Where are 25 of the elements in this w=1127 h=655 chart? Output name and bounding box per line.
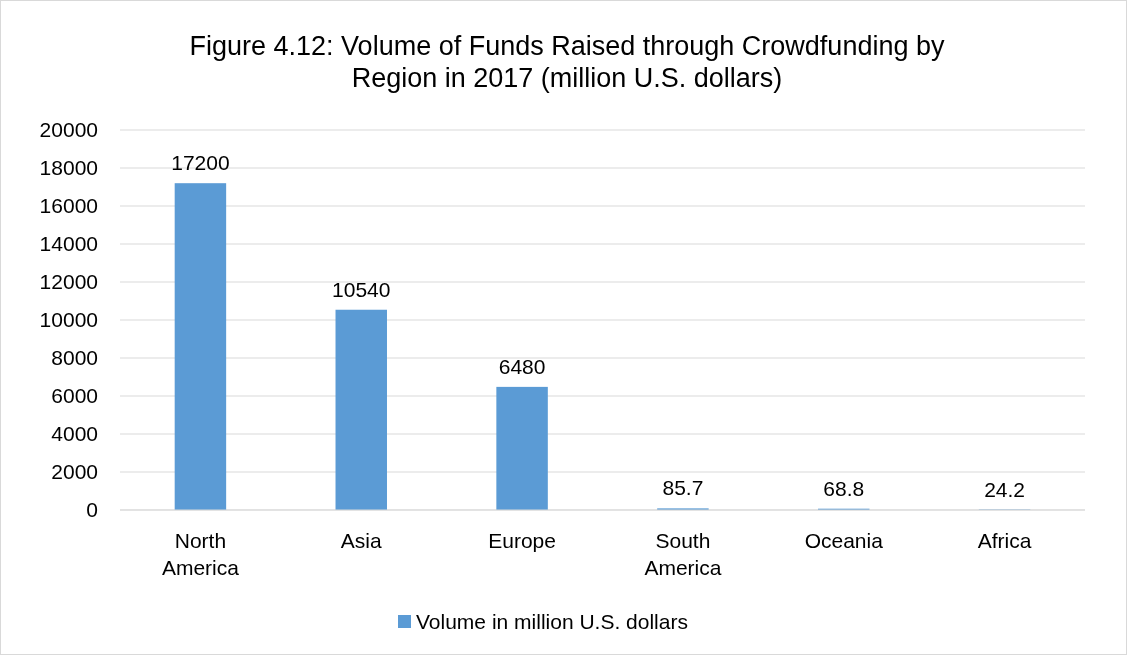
x-tick-label: South America <box>644 529 722 579</box>
data-label: 6480 <box>498 354 546 378</box>
data-label: 68.8 <box>823 476 865 500</box>
y-tick-label: 14000 <box>39 232 98 256</box>
y-tick-label: 0 <box>86 498 98 522</box>
data-label: 17200 <box>171 151 230 175</box>
y-tick-label: 2000 <box>51 460 98 484</box>
data-label: 24.2 <box>984 477 1026 501</box>
data-label: 85.7 <box>662 476 704 500</box>
data-label: 10540 <box>332 277 391 301</box>
y-tick-label: 20000 <box>39 118 98 142</box>
x-tick-label: Oceania <box>804 529 884 552</box>
y-tick-label: 6000 <box>51 384 98 408</box>
y-tick-label: 12000 <box>39 270 98 294</box>
y-tick-label: 10000 <box>39 308 98 332</box>
x-tick-label: Asia <box>340 529 382 552</box>
x-tick-label: North America <box>161 529 240 579</box>
y-tick-label: 16000 <box>39 194 98 218</box>
x-tick-label: Africa <box>977 529 1032 552</box>
x-tick-label: Europe <box>488 529 556 552</box>
y-tick-label: 18000 <box>39 156 98 180</box>
chart-title: Figure 4.12: Volume of Funds Raised through Crowdfunding by Region in 2017 (million U.S. dollars) <box>189 31 945 93</box>
legend-label: Volume in million U.S. dollars <box>416 610 688 634</box>
y-tick-label: 8000 <box>51 346 98 370</box>
y-tick-label: 4000 <box>51 422 98 446</box>
